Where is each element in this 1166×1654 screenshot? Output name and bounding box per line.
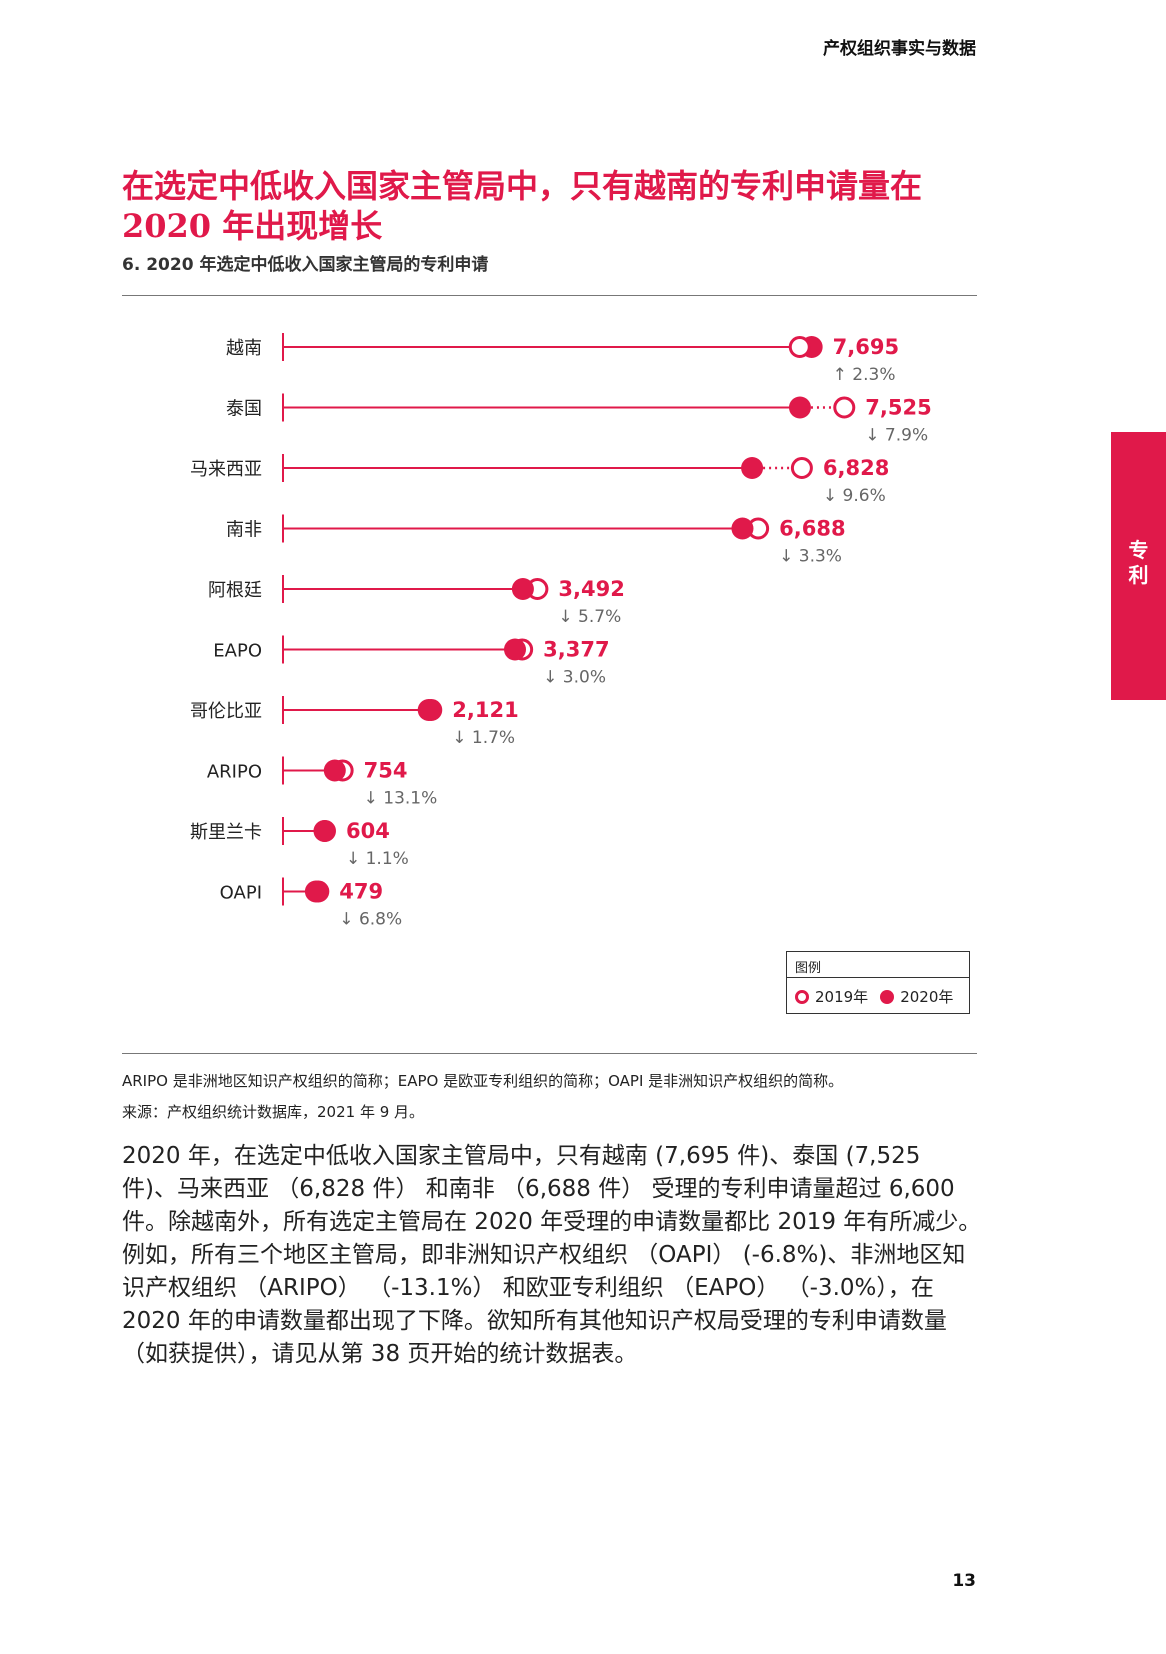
legend-divider [787,977,969,978]
category-label: 阿根廷 [208,580,262,601]
page-number: 13 [952,1571,976,1591]
value-label: 3,377 [543,638,609,662]
value-label: 3,492 [558,577,624,601]
filled-circle-icon [880,989,895,1004]
legend-title: 图例 [795,961,822,976]
change-label: ↓ 13.1% [364,789,438,809]
category-label: 泰国 [226,399,262,420]
marker-2020 [417,699,440,721]
legend-label-2020: 2020年 [900,988,954,1006]
open-circle-icon [795,989,809,1004]
category-label: 哥伦比亚 [190,701,262,722]
header-title: 产权组织事实与数据 [823,39,976,59]
category-label: ARIPO [207,762,262,783]
page-title: 在选定中低收入国家主管局中，只有越南的专利申请量在 2020 年出现增长 [122,167,923,245]
legend-label-2019: 2019年 [815,988,869,1006]
change-label: ↓ 6.8% [339,910,402,930]
marker-2020 [741,457,764,479]
value-label: 479 [339,880,383,904]
value-label: 2,121 [452,698,518,722]
marker-2020 [503,638,526,661]
value-label: 754 [364,759,408,783]
category-label: EAPO [213,641,262,662]
change-label: ↓ 3.3% [779,547,842,567]
marker-2020 [323,759,346,782]
change-label: ↓ 5.7% [558,607,621,627]
body-paragraph: 2020 年，在选定中低收入国家主管局中，只有越南 (7,695 件)、泰国 (… [122,1143,982,1367]
marker-2019 [833,396,856,419]
marker-2019 [788,336,811,358]
dumbbell-chart: 越南 7,695 ↑ 2.3% 泰国 7,525 ↓ 7.9% 马来西亚 6,828 ↓ 9.6… [190,333,932,930]
change-label: ↓ 7.9% [865,426,928,446]
change-label: ↑ 2.3% [833,365,896,385]
value-label: 7,525 [865,396,931,420]
marker-2019 [790,457,813,479]
side-tab[interactable]: 专利 [1111,432,1166,700]
chart-subtitle: 6. 2020 年选定中低收入国家主管局的专利申请 [122,255,489,275]
change-label: ↓ 1.1% [346,849,409,869]
marker-2020 [511,578,534,600]
change-label: ↓ 3.0% [543,668,606,688]
legend-items: 2019年 2020年 [795,986,953,1007]
marker-2020 [788,396,811,419]
bottom-divider [122,1053,977,1054]
value-label: 7,695 [833,335,899,359]
legend: 图例 2019年 2020年 [786,951,970,1014]
value-label: 6,688 [779,517,845,541]
change-label: ↓ 9.6% [823,486,886,506]
abbreviation-note: ARIPO 是非洲地区知识产权组织的简称；EAPO 是欧亚专利组织的简称；OAP… [122,1072,844,1090]
category-label: 越南 [226,338,262,359]
category-label: OAPI [220,883,262,904]
category-label: 南非 [226,520,262,541]
category-label: 斯里兰卡 [190,822,262,843]
top-divider [122,295,977,296]
marker-2020 [313,820,336,842]
change-label: ↓ 1.7% [452,728,515,748]
source-note: 来源：产权组织统计数据库，2021 年 9 月。 [122,1103,425,1121]
value-label: 6,828 [823,456,889,480]
category-label: 马来西亚 [190,459,262,480]
side-tab-label: 专利 [1128,538,1149,587]
marker-2020 [304,880,327,903]
value-label: 604 [346,819,390,843]
marker-2020 [731,517,754,540]
